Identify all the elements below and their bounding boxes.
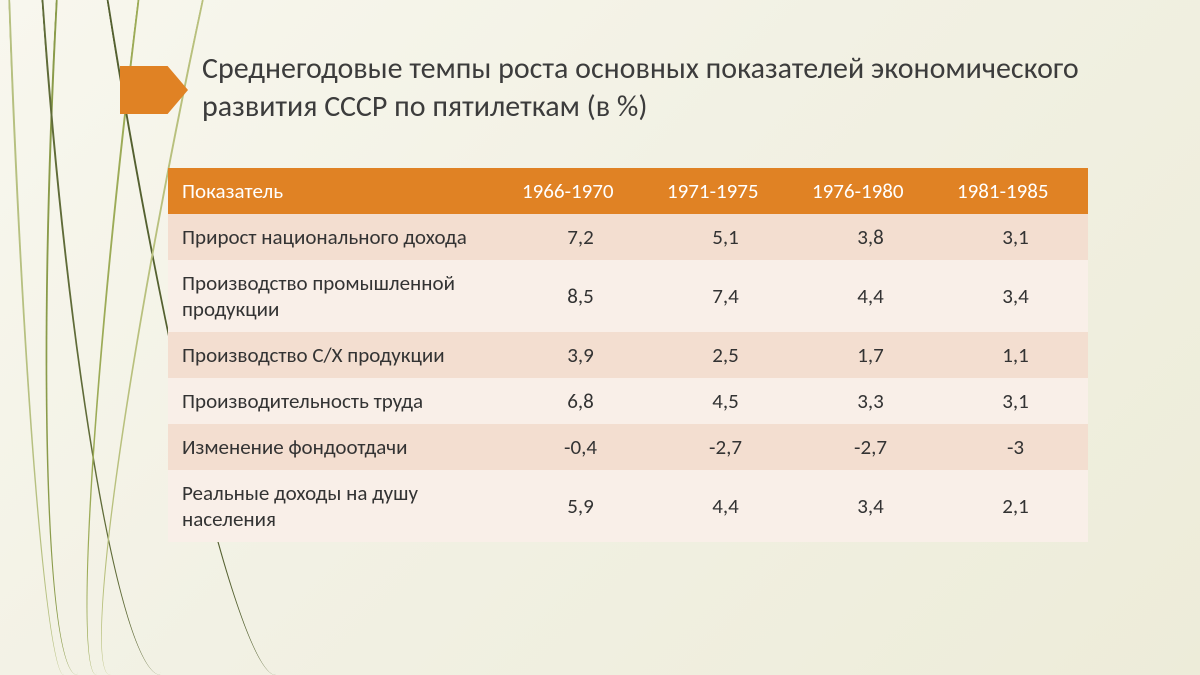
col-header-period: 1966-1970 <box>508 168 653 214</box>
decor-blade <box>8 0 64 675</box>
slide: Среднегодовые темпы роста основных показ… <box>0 0 1200 675</box>
cell-value: 2,5 <box>653 332 798 378</box>
cell-value: 2,1 <box>943 470 1088 542</box>
cell-value: 8,5 <box>508 260 653 332</box>
row-label: Производительность труда <box>168 378 508 424</box>
table-row: Производство С/Х продукции3,92,51,71,1 <box>168 332 1088 378</box>
cell-value: 4,5 <box>653 378 798 424</box>
col-header-indicator: Показатель <box>168 168 508 214</box>
col-header-period: 1981-1985 <box>943 168 1088 214</box>
cell-value: -3 <box>943 424 1088 470</box>
cell-value: 3,1 <box>943 378 1088 424</box>
row-label: Производство С/Х продукции <box>168 332 508 378</box>
cell-value: 7,2 <box>508 214 653 260</box>
cell-value: 3,1 <box>943 214 1088 260</box>
cell-value: 5,9 <box>508 470 653 542</box>
cell-value: 1,1 <box>943 332 1088 378</box>
row-label: Прирост национального дохода <box>168 214 508 260</box>
table-row: Производительность труда6,84,53,33,1 <box>168 378 1088 424</box>
data-table-wrap: Показатель1966-19701971-19751976-1980198… <box>168 168 1088 542</box>
pentagon-bullet-icon <box>120 66 188 114</box>
cell-value: -2,7 <box>653 424 798 470</box>
cell-value: 7,4 <box>653 260 798 332</box>
cell-value: 4,4 <box>653 470 798 542</box>
cell-value: 5,1 <box>653 214 798 260</box>
row-label: Изменение фондоотдачи <box>168 424 508 470</box>
table-row: Прирост национального дохода7,25,13,83,1 <box>168 214 1088 260</box>
cell-value: 3,4 <box>943 260 1088 332</box>
cell-value: 3,3 <box>798 378 943 424</box>
table-header-row: Показатель1966-19701971-19751976-1980198… <box>168 168 1088 214</box>
cell-value: -0,4 <box>508 424 653 470</box>
table-row: Изменение фондоотдачи-0,4-2,7-2,7-3 <box>168 424 1088 470</box>
cell-value: 6,8 <box>508 378 653 424</box>
row-label: Производство промышленной продукции <box>168 260 508 332</box>
cell-value: 3,8 <box>798 214 943 260</box>
title-row: Среднегодовые темпы роста основных показ… <box>120 50 1140 125</box>
data-table: Показатель1966-19701971-19751976-1980198… <box>168 168 1088 542</box>
cell-value: 1,7 <box>798 332 943 378</box>
cell-value: 4,4 <box>798 260 943 332</box>
row-label: Реальные доходы на душу населения <box>168 470 508 542</box>
slide-title: Среднегодовые темпы роста основных показ… <box>202 50 1082 125</box>
table-row: Реальные доходы на душу населения5,94,43… <box>168 470 1088 542</box>
cell-value: 3,4 <box>798 470 943 542</box>
table-body: Прирост национального дохода7,25,13,83,1… <box>168 214 1088 542</box>
cell-value: -2,7 <box>798 424 943 470</box>
col-header-period: 1976-1980 <box>798 168 943 214</box>
col-header-period: 1971-1975 <box>653 168 798 214</box>
table-row: Производство промышленной продукции8,57,… <box>168 260 1088 332</box>
decor-blade <box>20 0 112 675</box>
cell-value: 3,9 <box>508 332 653 378</box>
